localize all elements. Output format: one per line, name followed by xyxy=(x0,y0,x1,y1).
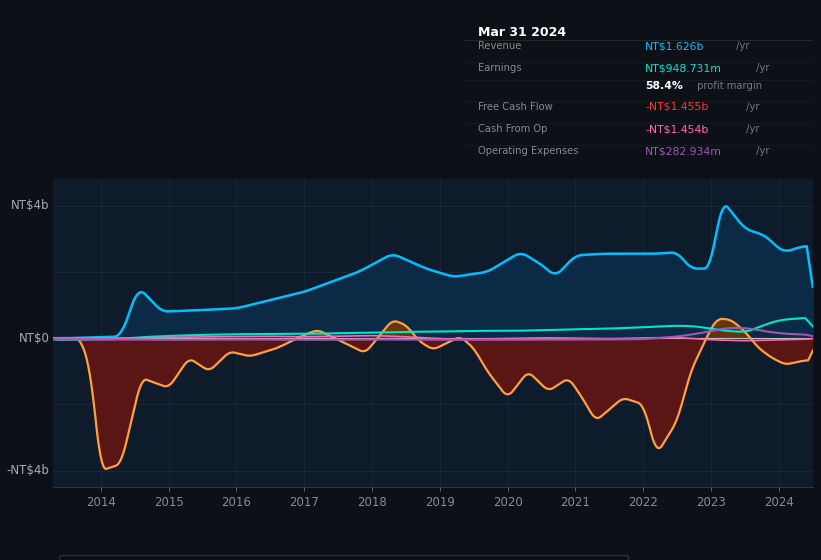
Text: Earnings: Earnings xyxy=(478,63,521,73)
Text: -NT$4b: -NT$4b xyxy=(7,464,49,477)
Text: /yr: /yr xyxy=(753,63,769,73)
Text: /yr: /yr xyxy=(743,124,759,134)
Text: /yr: /yr xyxy=(753,146,769,156)
Text: Revenue: Revenue xyxy=(478,41,521,51)
Text: 58.4%: 58.4% xyxy=(645,81,683,91)
Text: -NT$1.455b: -NT$1.455b xyxy=(645,102,709,112)
Text: NT$0: NT$0 xyxy=(19,332,49,344)
Text: NT$4b: NT$4b xyxy=(11,199,49,212)
Text: NT$948.731m: NT$948.731m xyxy=(645,63,722,73)
Text: -NT$1.454b: -NT$1.454b xyxy=(645,124,709,134)
Text: Cash From Op: Cash From Op xyxy=(478,124,548,134)
Text: NT$282.934m: NT$282.934m xyxy=(645,146,722,156)
Text: Free Cash Flow: Free Cash Flow xyxy=(478,102,553,112)
Text: Mar 31 2024: Mar 31 2024 xyxy=(478,26,566,39)
Text: /yr: /yr xyxy=(733,41,750,51)
Text: /yr: /yr xyxy=(743,102,759,112)
Legend: Revenue, Earnings, Free Cash Flow, Cash From Op, Operating Expenses: Revenue, Earnings, Free Cash Flow, Cash … xyxy=(59,555,628,560)
Text: profit margin: profit margin xyxy=(695,81,762,91)
Text: Operating Expenses: Operating Expenses xyxy=(478,146,578,156)
Text: NT$1.626b: NT$1.626b xyxy=(645,41,704,51)
